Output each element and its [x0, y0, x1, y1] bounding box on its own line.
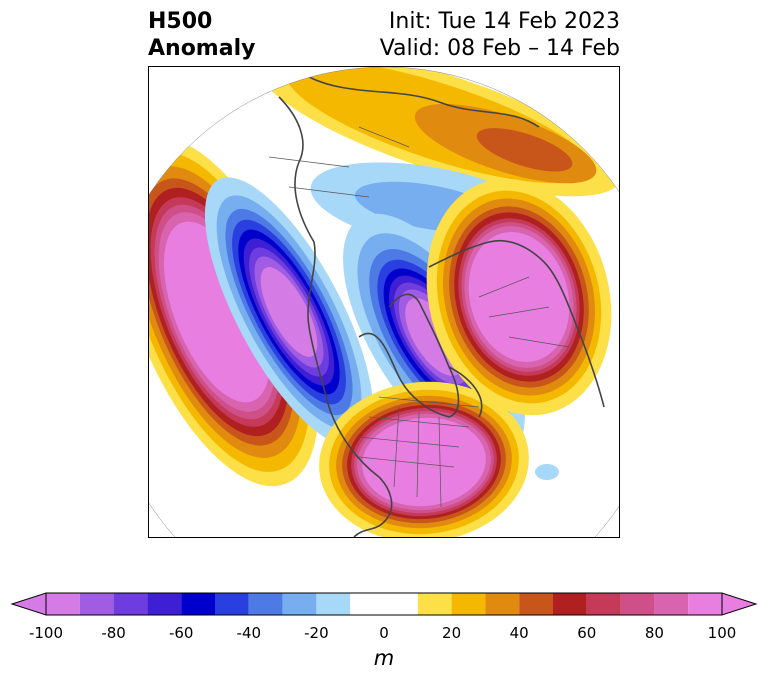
- colorbar-tick-label: 60: [577, 624, 597, 642]
- map-title-right: Init: Tue 14 Feb 2023 Valid: 08 Feb – 14…: [380, 8, 620, 62]
- colorbar-tick-label: 80: [644, 624, 664, 642]
- colorbar-extend-max: [721, 592, 758, 616]
- colorbar-segment: [553, 593, 587, 615]
- colorbar-segment: [181, 593, 215, 615]
- anomaly-western-north-america: [204, 177, 374, 447]
- map-panel: [148, 66, 620, 538]
- colorbar-tick-label: -80: [101, 624, 126, 642]
- colorbar: [10, 592, 758, 616]
- colorbar-extend-min: [10, 592, 47, 616]
- colorbar-segment: [620, 593, 655, 615]
- colorbar-segment: [688, 593, 722, 615]
- colorbar-segment: [485, 593, 520, 615]
- colorbar-segment: [417, 593, 452, 615]
- colorbar-tick-label: 40: [509, 624, 529, 642]
- colorbar-tick-label: 0: [379, 624, 389, 642]
- colorbar-tick-label: -100: [28, 624, 64, 642]
- colorbar-segment: [586, 593, 621, 615]
- colorbar-segment: [519, 593, 553, 615]
- borders: [268, 126, 570, 508]
- colorbar-segment: [215, 593, 249, 615]
- anomaly-atlantic-small: [535, 464, 559, 480]
- map-title-left: H500 Anomaly: [148, 9, 256, 61]
- colorbar-segment: [79, 593, 114, 615]
- valid-range-label: Valid: 08 Feb – 14 Feb: [379, 36, 620, 61]
- anomaly-europe: [426, 178, 612, 416]
- anomaly-eastern-siberia: [257, 67, 619, 197]
- colorbar-segment: [316, 593, 351, 615]
- colorbar-segment: [654, 593, 689, 615]
- colorbar-unit-label: m: [373, 646, 395, 670]
- init-date-label: Init: Tue 14 Feb 2023: [388, 9, 620, 34]
- colorbar-segment: [147, 593, 182, 615]
- colorbar-segment: [282, 593, 317, 615]
- colorbar-tick-label: -40: [236, 624, 262, 642]
- anomaly-eastern-north-america: [319, 381, 529, 537]
- colorbar-tick-label: 100: [707, 624, 737, 642]
- colorbar-segment: [451, 593, 486, 615]
- colorbar-segment: [248, 593, 283, 615]
- colorbar-segment: [113, 593, 148, 615]
- colorbar-border: [45, 592, 723, 616]
- anomaly-map: [149, 67, 619, 537]
- colorbar-segment: [350, 593, 418, 615]
- anomaly-field: [149, 67, 619, 537]
- colorbar-tick-label: -20: [304, 624, 329, 642]
- colorbar-tick-label: 20: [442, 624, 462, 642]
- anomaly-north-pacific: [149, 137, 319, 487]
- colorbar-tick-label: -60: [168, 624, 194, 642]
- colorbar-segment: [46, 593, 80, 615]
